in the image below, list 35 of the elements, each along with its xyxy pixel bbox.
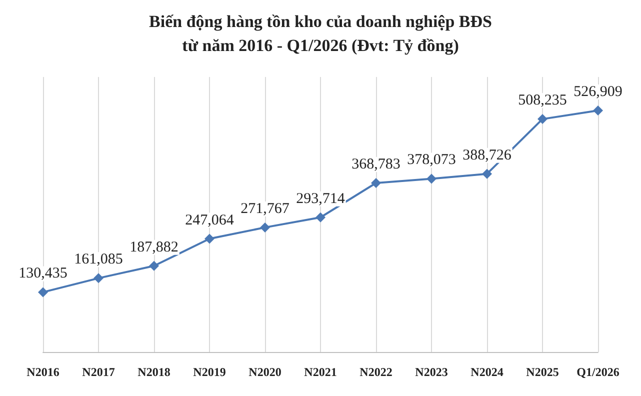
point <box>426 174 436 184</box>
data-label: 293,714 <box>296 190 346 207</box>
data-label: 526,909 <box>574 84 622 100</box>
x-tick-label: N2024 <box>470 365 504 379</box>
chart-subtitle: từ năm 2016 - Q1/2026 (Đvt: Tỷ đồng) <box>182 36 459 55</box>
x-tick-label: N2020 <box>248 365 282 379</box>
data-label: 130,435 <box>18 266 68 282</box>
x-tick-label: N2022 <box>360 365 392 379</box>
data-label: 368,783 <box>352 156 400 172</box>
data-label: 161,085 <box>74 252 123 268</box>
point <box>538 114 548 124</box>
point <box>316 212 326 222</box>
x-tick-label: N2021 <box>304 365 337 379</box>
data-label: 271,767 <box>240 200 290 217</box>
point <box>38 287 48 298</box>
data-label: 388,726 <box>462 147 512 164</box>
data-label: 187,882 <box>130 239 178 256</box>
x-tick-label: N2025 <box>526 365 559 379</box>
data-label: 508,235 <box>518 92 567 109</box>
point <box>593 106 603 116</box>
point <box>94 273 104 284</box>
data-label: 247,064 <box>185 212 234 228</box>
chart-title: Biến động hàng tồn kho của doanh nghiệp BĐS <box>149 12 492 31</box>
x-tick-label: N2023 <box>415 365 448 379</box>
point <box>371 178 381 188</box>
x-tick-label: N2019 <box>193 365 226 379</box>
x-tick-label: N2018 <box>138 365 170 379</box>
point <box>482 168 492 179</box>
point <box>149 260 159 271</box>
point <box>204 234 214 244</box>
x-tick-label: Q1/2026 <box>576 365 620 379</box>
x-tick-label: N2016 <box>26 365 60 379</box>
point <box>260 222 270 232</box>
x-tick-label: N2017 <box>82 365 115 379</box>
data-label: 378,073 <box>407 152 456 168</box>
